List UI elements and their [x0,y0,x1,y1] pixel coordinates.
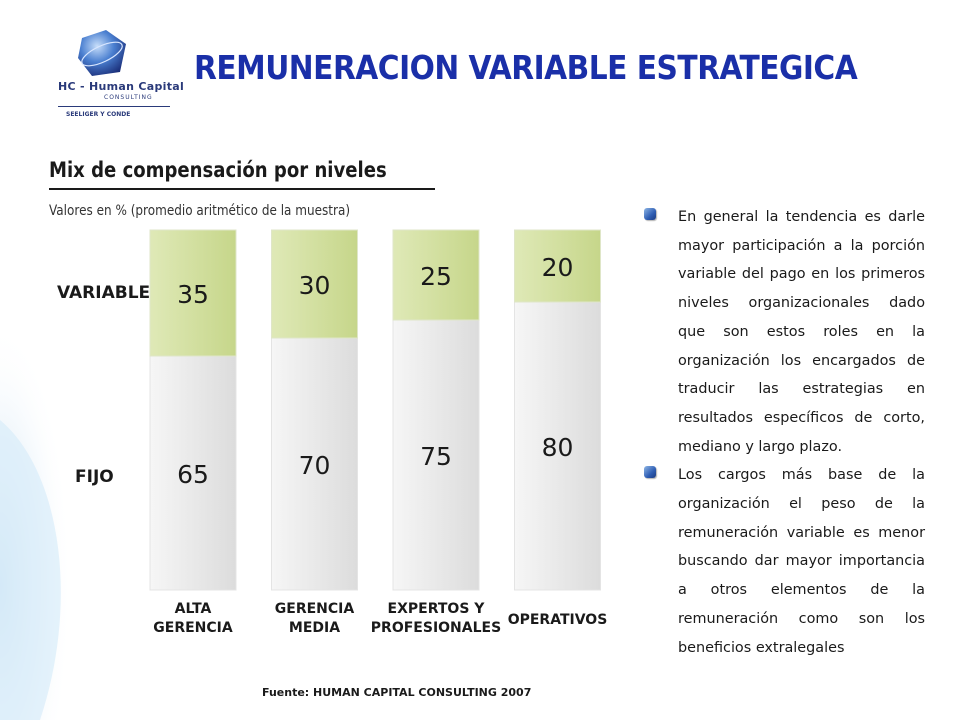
company-logo: HC - Human Capital CONSULTING SEELIGER Y… [58,28,184,124]
bullet-list: En general la tendencia es darle mayor p… [640,203,925,662]
category-label: ALTA [175,601,212,617]
category-label: GERENCIA [153,620,233,636]
bullet-icon [644,466,656,479]
section-subtitle: Mix de compensación por niveles [49,158,387,182]
category-label: PROFESIONALES [371,620,501,636]
chart-source: Fuente: HUMAN CAPITAL CONSULTING 2007 [262,686,532,699]
bullet-item: En general la tendencia es darle mayor p… [640,203,925,461]
logo-name: HC - Human Capital [58,80,185,93]
subtitle-underline [49,188,435,190]
logo-subtext: SEELIGER Y CONDE [66,111,131,118]
logo-tagline: CONSULTING [104,94,153,101]
logo-divider [58,106,170,107]
bar-fijo [271,337,358,591]
bar-variable [271,229,358,339]
bullet-item: Los cargos más base de la organización e… [640,461,925,662]
data-label-fijo: 70 [299,451,331,480]
bullet-text: En general la tendencia es darle mayor p… [678,209,925,455]
data-label-fijo: 75 [420,442,452,471]
section-note: Valores en % (promedio aritmético de la … [49,203,351,219]
category-label: EXPERTOS Y [388,601,486,617]
data-label-variable: 35 [177,280,209,309]
bar-fijo [392,319,480,591]
bar-variable [514,229,601,303]
data-label-variable: 25 [420,262,452,291]
data-label-variable: 20 [542,253,574,282]
data-label-fijo: 80 [542,433,574,462]
bullet-icon [644,208,656,220]
legend-fijo: FIJO [75,467,114,487]
category-label: OPERATIVOS [508,612,608,628]
data-label-variable: 30 [299,271,331,300]
bar-fijo [149,355,237,591]
globe-icon [78,30,126,76]
page-title: REMUNERACION VARIABLE ESTRATEGICA [194,48,858,87]
bar-variable [149,229,237,357]
bullet-text: Los cargos más base de la organización e… [678,467,925,656]
data-label-fijo: 65 [177,460,209,489]
category-label: GERENCIA [275,601,355,617]
category-label: MEDIA [289,620,340,636]
legend-variable: VARIABLE [57,283,151,303]
bar-variable [392,229,480,321]
